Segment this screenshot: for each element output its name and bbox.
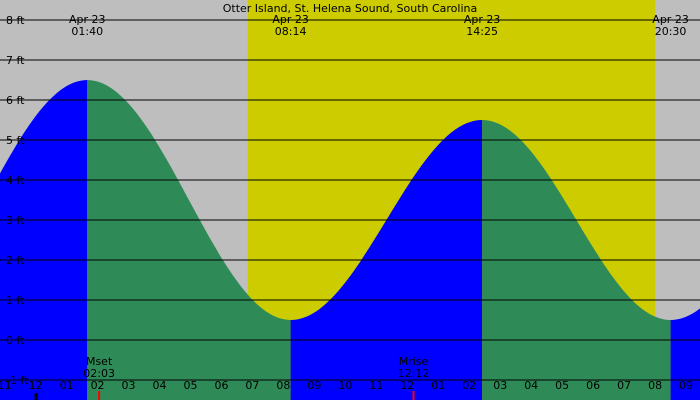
- y-tick-label: 1 ft: [6, 294, 25, 307]
- moon-event-marker: [98, 391, 101, 400]
- y-tick-label: 6 ft: [6, 94, 25, 107]
- chart-title: Otter Island, St. Helena Sound, South Ca…: [223, 2, 478, 15]
- hour-tick-label: 09: [307, 379, 321, 392]
- y-tick-label: 8 ft: [6, 14, 25, 27]
- y-tick-label: 7 ft: [6, 54, 25, 67]
- moon-event-time: 12:12: [398, 367, 430, 380]
- hour-tick-label: 09: [679, 379, 693, 392]
- hour-tick-label: 05: [183, 379, 197, 392]
- tide-area-layer: [0, 80, 700, 400]
- hour-tick-label: 04: [153, 379, 167, 392]
- moon-event-time: 02:03: [83, 367, 115, 380]
- label-layer: 8 ft 7 ft 6 ft 5 ft 4 ft 3 ft 2 ft 1 ft 0 ft -1 f…: [0, 13, 693, 400]
- tide-time-label: 08:14: [275, 25, 307, 38]
- hour-tick-label: 02: [91, 379, 105, 392]
- hour-tick-label: 07: [617, 379, 631, 392]
- hour-tick-label: 02: [462, 379, 476, 392]
- hour-tick-label: 01: [60, 379, 74, 392]
- y-tick-label: 4 ft: [6, 174, 25, 187]
- tide-date-label: Apr 23: [69, 13, 106, 26]
- midnight-marker: [34, 393, 38, 400]
- hour-tick-label: 06: [214, 379, 228, 392]
- y-tick-label: 3 ft: [6, 214, 25, 227]
- hour-tick-label: 11: [0, 379, 12, 392]
- moon-event-label: Mrise: [399, 355, 429, 368]
- hour-tick-label: 04: [524, 379, 538, 392]
- tide-date-label: Apr 23: [652, 13, 689, 26]
- tide-time-label: 01:40: [71, 25, 103, 38]
- y-tick-label: 5 ft: [6, 134, 25, 147]
- hour-tick-label: 03: [122, 379, 136, 392]
- gridline-layer: [0, 19, 700, 381]
- tide-date-label: Apr 23: [272, 13, 309, 26]
- rising-tide-segment: [670, 308, 700, 400]
- tide-time-label: 20:30: [655, 25, 687, 38]
- y-tick-label: -1 ft: [6, 374, 29, 387]
- hour-tick-label: 07: [245, 379, 259, 392]
- falling-tide-segment: [87, 80, 291, 400]
- hour-tick-label: 06: [586, 379, 600, 392]
- moon-event-marker: [412, 391, 415, 400]
- y-tick-label: 0 ft: [6, 334, 25, 347]
- y-tick-label: 2 ft: [6, 254, 25, 267]
- tide-time-label: 14:25: [466, 25, 498, 38]
- hour-tick-label: 11: [369, 379, 383, 392]
- moon-event-label: Mset: [86, 355, 113, 368]
- hour-tick-label: 12: [29, 379, 43, 392]
- hour-tick-label: 12: [400, 379, 414, 392]
- hour-tick-label: 08: [276, 379, 290, 392]
- tide-date-label: Apr 23: [464, 13, 501, 26]
- rising-tide-segment: [0, 80, 88, 400]
- hour-tick-label: 03: [493, 379, 507, 392]
- hour-tick-label: 05: [555, 379, 569, 392]
- hour-tick-label: 08: [648, 379, 662, 392]
- hour-tick-label: 01: [431, 379, 445, 392]
- hour-tick-label: 10: [338, 379, 352, 392]
